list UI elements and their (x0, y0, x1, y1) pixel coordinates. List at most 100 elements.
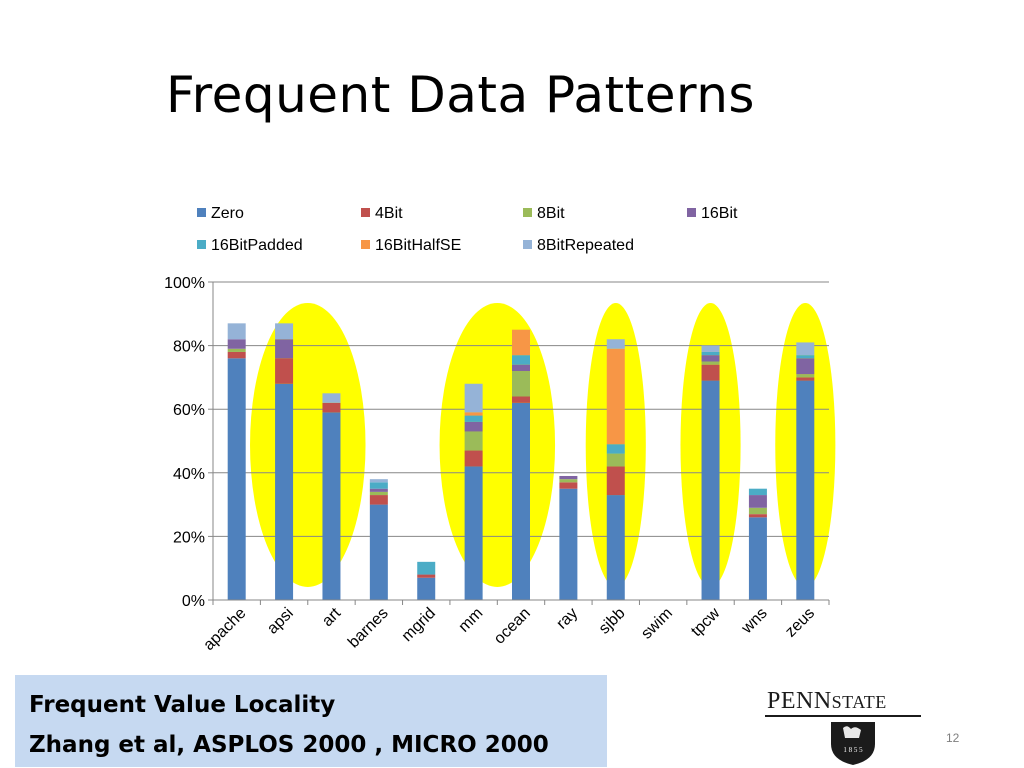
bar-segment-zeus-8BitRepeated (796, 342, 815, 356)
bar-segment-apsi-Zero (275, 383, 294, 600)
legend-swatch-4Bit (361, 208, 370, 217)
bar-segment-tpcw-8BitRepeated (701, 345, 720, 352)
x-tick-label: wns (738, 605, 771, 638)
legend-swatch-16BitPadded (197, 240, 206, 249)
x-tick-label: art (319, 604, 345, 630)
x-tick-label: mgrid (399, 605, 439, 645)
bar-segment-tpcw-16Bit (701, 355, 720, 362)
bar-segment-ocean-16BitHalfSE (512, 329, 530, 356)
legend-swatch-Zero (197, 208, 206, 217)
bar-segment-ray-8Bit (559, 479, 578, 483)
bar-segment-mgrid-Zero (417, 577, 436, 600)
stacked-bar-chart: 0% 20% 40% 60% 80% 100% apache apsi art barnes mgr… (164, 205, 836, 654)
shield-icon: 1 8 5 5 (831, 722, 875, 765)
pennstate-logo: PENNSTATE 1 8 5 5 (765, 688, 925, 768)
bar-segment-mm-4Bit (464, 450, 483, 467)
y-tick-label: 80% (173, 339, 205, 356)
citation-authors: Zhang et al, ASPLOS 2000 , MICRO 2000 (29, 732, 549, 758)
bar-segment-wns-4Bit (748, 514, 767, 518)
bar-segment-barnes-4Bit (369, 495, 388, 505)
bar-segment-mm-Zero (464, 466, 483, 600)
bar-segment-apache-Zero (227, 358, 246, 600)
bar-segment-ray-Zero (559, 488, 578, 600)
bar-segment-tpcw-16BitPadded (701, 351, 720, 356)
bar-segment-wns-Zero (748, 517, 767, 600)
bar-segment-mm-16BitPadded (464, 415, 483, 422)
bar-segment-sjbb-4Bit (606, 466, 625, 496)
bar-segment-barnes-Zero (369, 504, 388, 600)
bar-segment-barnes-16BitPadded (369, 482, 388, 489)
bar-segment-apache-8Bit (227, 348, 246, 352)
legend-label: 16BitHalfSE (375, 237, 461, 254)
chart-legend: Zero 4Bit 8Bit 16Bit 16BitPadded 16BitHalfSE 8… (197, 205, 738, 254)
bar-segment-mm-8Bit (464, 431, 483, 451)
bar-segment-apache-16Bit (227, 339, 246, 349)
x-tick-label: barnes (345, 605, 392, 652)
x-tick-label: apsi (264, 605, 297, 638)
bar-segment-sjbb-8BitRepeated (606, 339, 625, 349)
legend-label: 16BitPadded (211, 237, 303, 254)
bar-segment-tpcw-8Bit (701, 361, 720, 365)
x-tick-label: tpcw (688, 604, 724, 640)
bar-segment-zeus-16Bit (796, 358, 815, 375)
bar-segment-zeus-4Bit (796, 377, 815, 381)
bar-segment-tpcw-4Bit (701, 364, 720, 381)
bar-segment-sjbb-16BitHalfSE (606, 348, 625, 445)
bar-segment-barnes-8Bit (369, 491, 388, 496)
legend-label: 8BitRepeated (537, 237, 634, 254)
page-number: 12 (946, 731, 960, 745)
bar-segment-ocean-4Bit (512, 396, 530, 403)
bar-segment-apsi-8BitRepeated (275, 323, 294, 340)
bar-segment-ocean-8Bit (512, 371, 530, 397)
x-tick-label: ray (553, 605, 581, 633)
bar-segment-sjbb-8Bit (606, 453, 625, 467)
legend-label: 16Bit (701, 205, 738, 222)
y-tick-label: 0% (182, 593, 205, 610)
x-tick-label: sjbb (596, 605, 629, 638)
x-tick-label: swim (638, 605, 676, 643)
bar-segment-zeus-8Bit (796, 374, 815, 378)
chart-bars (227, 323, 815, 600)
bar-segment-tpcw-Zero (701, 380, 720, 600)
logo-wordmark: PENNSTATE (767, 688, 887, 714)
bar-segment-ray-4Bit (559, 482, 578, 489)
legend-label: Zero (211, 205, 244, 222)
legend-swatch-16Bit (687, 208, 696, 217)
bar-segment-ocean-16Bit (512, 364, 530, 372)
legend-label: 8Bit (537, 205, 565, 222)
bar-segment-art-4Bit (322, 402, 341, 413)
citation-heading: Frequent Value Locality (29, 692, 336, 718)
citation-box: Frequent Value Locality Zhang et al, ASP… (15, 675, 607, 767)
bar-segment-mm-8BitRepeated (464, 383, 483, 413)
bar-segment-barnes-16Bit (369, 488, 388, 492)
bar-segment-wns-16BitPadded (748, 488, 767, 496)
bar-segment-barnes-8BitRepeated (369, 479, 388, 483)
bar-segment-sjbb-Zero (606, 495, 625, 600)
x-tick-label: apache (200, 605, 249, 654)
bar-segment-mgrid-16BitPadded (417, 561, 436, 575)
bar-segment-art-8BitRepeated (322, 393, 341, 403)
bar-segment-ocean-Zero (512, 402, 530, 600)
slide-title: Frequent Data Patterns (166, 66, 755, 124)
bar-segment-ray-16Bit (559, 475, 578, 480)
bar-segment-apache-8BitRepeated (227, 323, 246, 340)
bar-segment-ocean-16BitPadded (512, 355, 530, 365)
bar-segment-zeus-Zero (796, 380, 815, 600)
x-tick-label: zeus (782, 605, 818, 641)
bar-segment-apsi-16Bit (275, 339, 294, 359)
y-tick-label: 60% (173, 402, 205, 419)
bar-segment-mgrid-4Bit (417, 574, 436, 578)
svg-text:1 8 5 5: 1 8 5 5 (843, 746, 863, 754)
bar-segment-mm-16BitHalfSE (464, 412, 483, 416)
x-tick-label: mm (456, 605, 487, 636)
legend-swatch-16BitHalfSE (361, 240, 370, 249)
bar-segment-apache-4Bit (227, 351, 246, 359)
bar-segment-art-Zero (322, 412, 341, 600)
logo-rule (765, 715, 921, 717)
x-tick-label: ocean (491, 605, 534, 648)
legend-swatch-8Bit (523, 208, 532, 217)
y-tick-label: 40% (173, 466, 205, 483)
legend-label: 4Bit (375, 205, 403, 222)
bar-segment-apsi-4Bit (275, 358, 294, 384)
bar-segment-mm-16Bit (464, 421, 483, 432)
